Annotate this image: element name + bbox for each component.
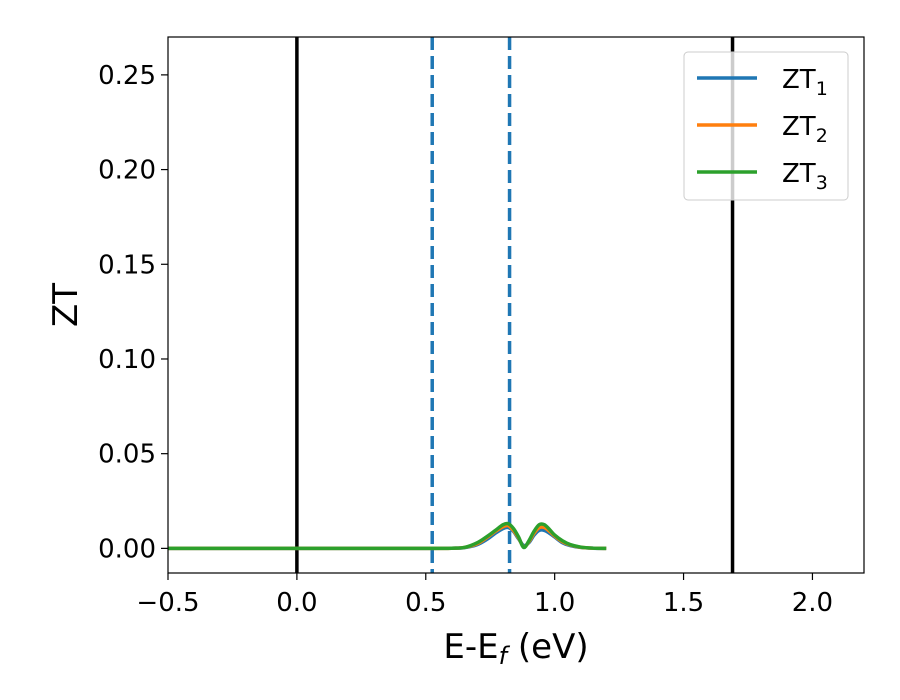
legend-label-1: ZT1 (782, 65, 828, 100)
x-tick-label-1: 0.0 (276, 588, 317, 618)
x-tick-label-2: 0.5 (405, 588, 446, 618)
series-line-2 (168, 523, 607, 551)
x-axis-ticks: −0.5 0.0 0.5 1.0 1.5 2.0 (136, 573, 833, 618)
y-tick-label-4: 0.20 (98, 156, 156, 186)
y-tick-label-5: 0.25 (98, 61, 156, 91)
legend-label-sub: 3 (816, 172, 828, 194)
x-tick-label-5: 2.0 (792, 588, 833, 618)
legend-label-base: ZT (782, 65, 816, 95)
legend-label-base: ZT (782, 159, 816, 189)
x-tick-label-3: 1.0 (534, 588, 575, 618)
legend-label-2: ZT2 (782, 112, 828, 147)
legend-label-sub: 1 (816, 78, 828, 100)
legend-label-sub: 2 (816, 125, 828, 147)
y-axis-ticks: 0.00 0.05 0.10 0.15 0.20 0.25 (98, 61, 168, 564)
y-tick-label-0: 0.00 (98, 534, 156, 564)
x-tick-label-0: −0.5 (136, 588, 199, 618)
series-lines (168, 521, 607, 551)
y-tick-label-3: 0.15 (98, 250, 156, 280)
legend-label-base: ZT (782, 112, 816, 142)
x-tick-label-4: 1.5 (663, 588, 704, 618)
y-tick-label-2: 0.10 (98, 345, 156, 375)
legend-box (683, 51, 849, 201)
series-line-1 (168, 525, 607, 551)
series-line-3 (168, 521, 607, 551)
reference-lines (295, 37, 735, 573)
x-axis-label-suffix: (eV) (507, 627, 589, 667)
y-tick-label-1: 0.05 (98, 440, 156, 470)
legend-label-3: ZT3 (782, 159, 828, 194)
y-axis-label: ZT (46, 283, 86, 327)
x-axis-label-base: E-E (443, 627, 498, 667)
x-axis-label: E-Ef (eV) (443, 627, 588, 670)
plot-frame (167, 36, 865, 574)
